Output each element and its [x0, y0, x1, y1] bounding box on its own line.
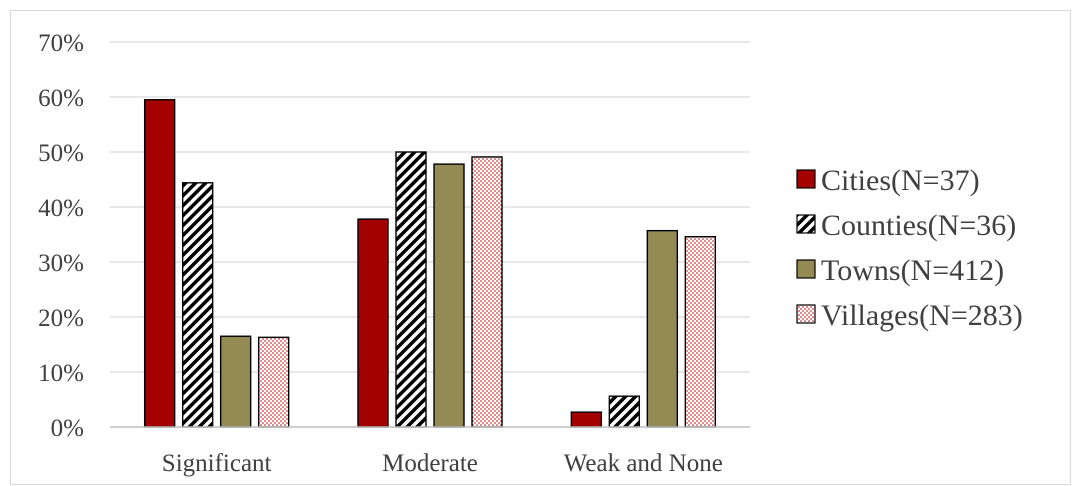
y-tick-label: 60% — [38, 85, 84, 112]
bar-towns-weak-and-none — [646, 229, 679, 428]
bar-cities-weak-and-none — [570, 411, 603, 428]
legend-swatch — [796, 214, 816, 234]
y-tick-label: 40% — [38, 195, 84, 222]
y-axis: 0% 10% 20% 30% 40% 50% 60% 70% — [38, 30, 84, 442]
bar-cities-significant — [143, 99, 176, 428]
bar-villages-moderate — [471, 156, 503, 428]
bar-cities-moderate — [357, 218, 389, 428]
legend-label: Counties(N=36) — [821, 209, 1016, 242]
legend: Cities(N=37) Counties(N=36) Towns(N=412) Vi… — [796, 164, 1023, 332]
legend-swatch — [796, 259, 816, 279]
y-tick-label: 50% — [38, 140, 84, 167]
y-tick-label: 30% — [38, 250, 84, 277]
x-category-label: Significant — [162, 450, 272, 477]
gridlines — [110, 41, 750, 373]
bar-counties-weak-and-none — [608, 395, 641, 428]
legend-swatch — [796, 169, 816, 189]
x-category-label: Weak and None — [564, 450, 723, 477]
legend-label: Towns(N=412) — [821, 254, 1004, 287]
chart-frame — [10, 10, 1071, 485]
y-tick-label: 20% — [38, 305, 84, 332]
legend-label: Cities(N=37) — [821, 164, 980, 197]
y-tick-label: 10% — [38, 360, 84, 387]
y-tick-label: 70% — [38, 30, 84, 57]
y-tick-label: 0% — [51, 415, 84, 442]
x-axis: Significant Moderate Weak and None — [110, 426, 750, 477]
bar-villages-significant — [257, 336, 290, 428]
bar-towns-significant — [219, 335, 252, 428]
bar-towns-moderate — [433, 163, 465, 428]
legend-swatch — [796, 304, 816, 324]
legend-label: Villages(N=283) — [821, 299, 1023, 332]
bar-counties-moderate — [395, 151, 427, 428]
bar-villages-weak-and-none — [684, 235, 717, 428]
bars — [143, 99, 717, 428]
bar-counties-significant — [181, 182, 214, 428]
x-category-label: Moderate — [382, 450, 478, 477]
